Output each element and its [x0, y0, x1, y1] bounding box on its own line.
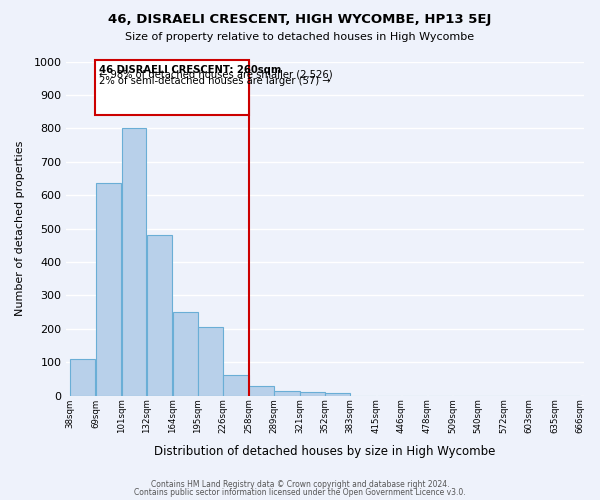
Bar — [198, 327, 223, 396]
Y-axis label: Number of detached properties: Number of detached properties — [15, 141, 25, 316]
Bar — [70, 359, 95, 396]
Bar — [223, 375, 248, 396]
FancyBboxPatch shape — [95, 60, 249, 115]
Bar — [95, 184, 121, 396]
Bar — [147, 236, 172, 396]
Text: ← 98% of detached houses are smaller (2,526): ← 98% of detached houses are smaller (2,… — [98, 70, 332, 80]
Text: Contains HM Land Registry data © Crown copyright and database right 2024.: Contains HM Land Registry data © Crown c… — [151, 480, 449, 489]
X-axis label: Distribution of detached houses by size in High Wycombe: Distribution of detached houses by size … — [154, 444, 496, 458]
Text: Contains public sector information licensed under the Open Government Licence v3: Contains public sector information licen… — [134, 488, 466, 497]
Bar — [173, 312, 197, 396]
Bar — [274, 390, 300, 396]
Bar — [122, 128, 146, 396]
Text: 46 DISRAELI CRESCENT: 260sqm: 46 DISRAELI CRESCENT: 260sqm — [98, 64, 281, 74]
Bar — [300, 392, 325, 396]
Text: Size of property relative to detached houses in High Wycombe: Size of property relative to detached ho… — [125, 32, 475, 42]
Bar — [325, 393, 350, 396]
Text: 46, DISRAELI CRESCENT, HIGH WYCOMBE, HP13 5EJ: 46, DISRAELI CRESCENT, HIGH WYCOMBE, HP1… — [109, 12, 491, 26]
Text: 2% of semi-detached houses are larger (57) →: 2% of semi-detached houses are larger (5… — [98, 76, 330, 86]
Bar — [249, 386, 274, 396]
